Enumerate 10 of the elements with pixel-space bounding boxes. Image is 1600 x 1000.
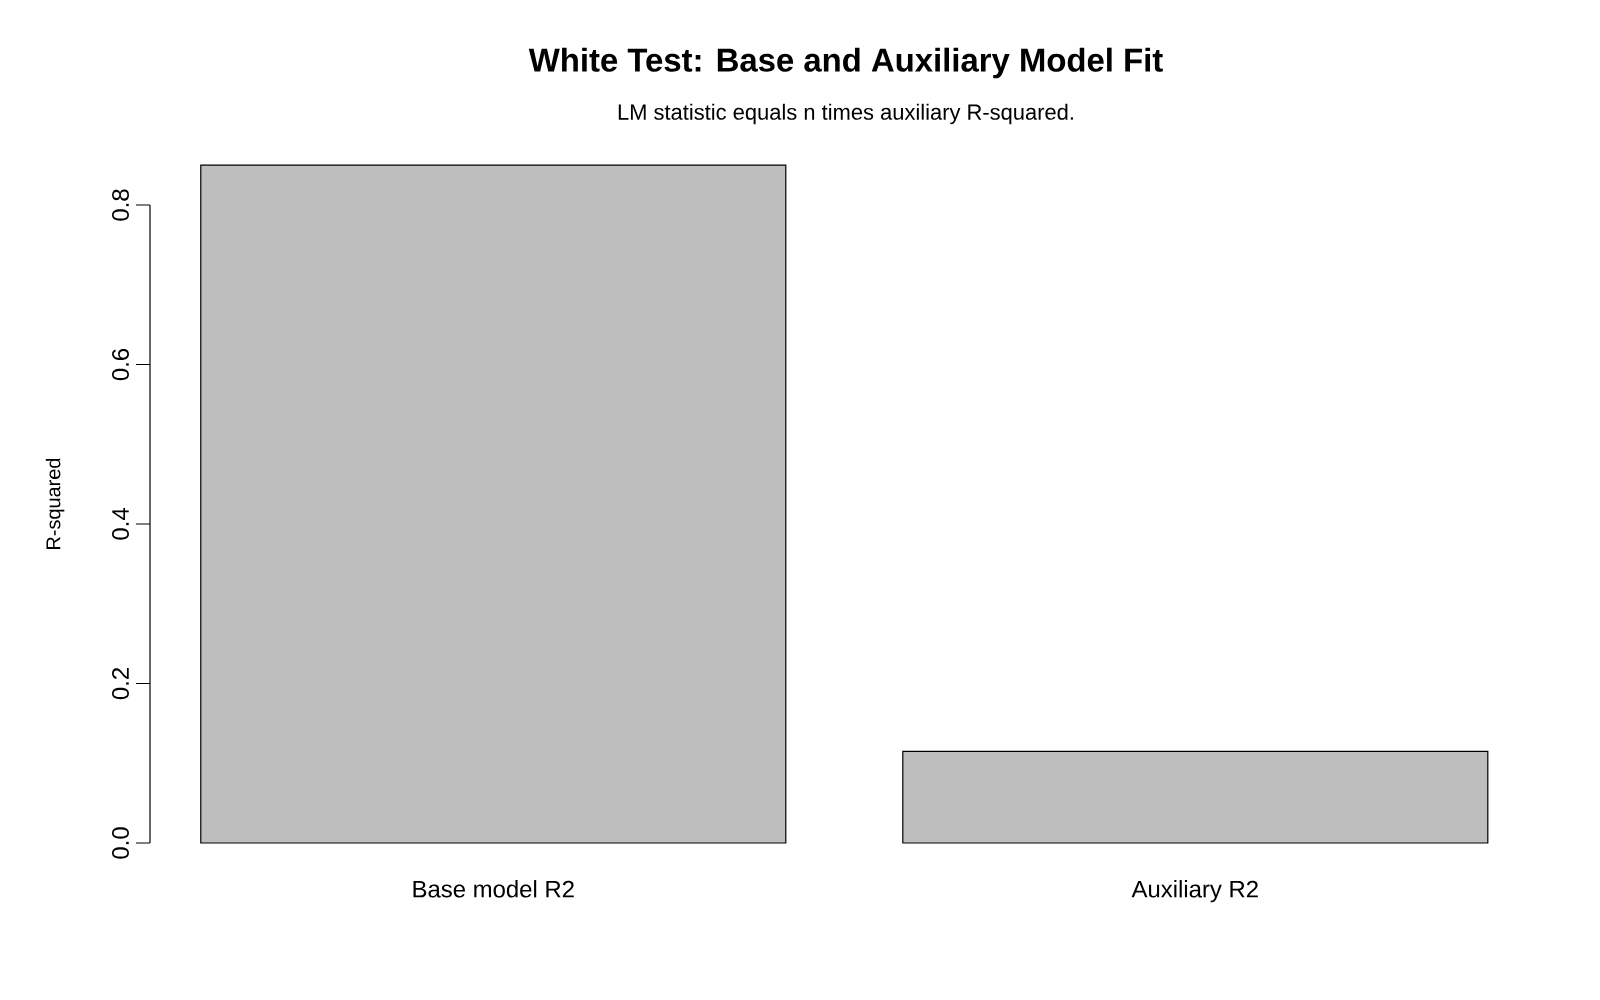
chart-subtitle: LM statistic equals n times auxiliary R-squared.	[618, 103, 1073, 125]
y-tick-label: 0.0	[112, 827, 129, 859]
y-tick-label: 0.2	[112, 668, 129, 700]
y-tick-label: 0.6	[112, 348, 129, 381]
chart-title: White Test: Base and Auxiliary Model Fit	[528, 47, 1163, 79]
x-tick-label: Auxiliary R2	[1131, 880, 1258, 903]
y-axis-title: R-squared	[45, 458, 65, 549]
y-tick-label: 0.4	[112, 508, 129, 540]
x-tick-label: Base model R2	[413, 880, 574, 898]
y-tick-label: 0.8	[112, 189, 129, 221]
